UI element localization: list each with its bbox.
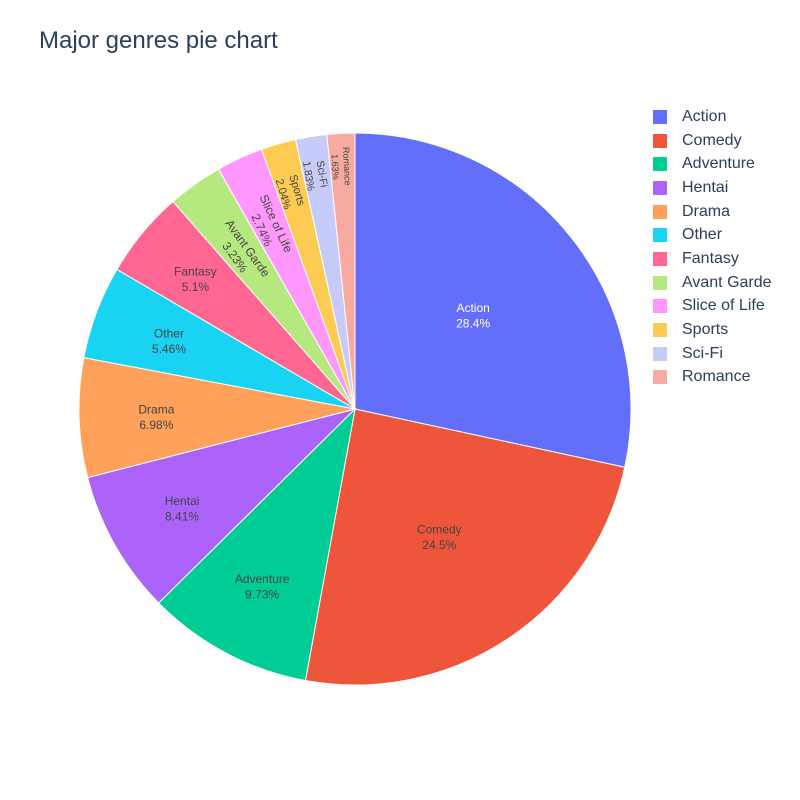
legend-label: Hentai (682, 178, 729, 196)
legend-item-slice-of-life[interactable]: Slice of Life (653, 295, 772, 319)
pie-label-drama: Drama 6.98% (138, 403, 174, 433)
pie-label-action: Action 28.4% (456, 301, 490, 331)
pie-label-sci-fi: Sci-Fi1.83% (300, 158, 330, 191)
legend-label: Avant Garde (682, 273, 772, 291)
legend-item-action[interactable]: Action (653, 105, 772, 129)
pie-label-hentai: Hentai 8.41% (165, 494, 200, 524)
legend-swatch (653, 299, 667, 314)
legend-item-other[interactable]: Other (653, 223, 772, 247)
legend-swatch (653, 323, 667, 338)
pie-label-other: Other 5.46% (152, 326, 186, 356)
legend-swatch (653, 180, 667, 195)
legend-item-romance[interactable]: Romance (653, 366, 772, 390)
legend-swatch (653, 133, 667, 148)
legend-item-drama[interactable]: Drama (653, 200, 772, 224)
legend-item-comedy[interactable]: Comedy (653, 129, 772, 153)
pie-slice-hentai[interactable] (87, 408, 357, 604)
pie-slices (78, 132, 632, 686)
pie-slice-drama[interactable] (78, 357, 356, 479)
pie-label-romance: Romance1.63% (329, 147, 353, 187)
legend-swatch (653, 370, 667, 385)
chart-title: Major genres pie chart (39, 27, 278, 54)
legend-swatch (653, 109, 667, 124)
legend-swatch (653, 275, 667, 290)
legend-swatch (653, 157, 667, 172)
legend-item-sports[interactable]: Sports (653, 318, 772, 342)
legend-swatch (653, 346, 667, 361)
legend-item-avant-garde[interactable]: Avant Garde (653, 271, 772, 295)
pie-slice-action[interactable] (354, 132, 632, 468)
legend-label: Other (682, 226, 723, 244)
legend-item-adventure[interactable]: Adventure (653, 152, 772, 176)
pie-slice-romance[interactable] (326, 132, 356, 410)
legend-swatch (653, 204, 667, 219)
legend-label: Comedy (682, 131, 742, 149)
legend-item-hentai[interactable]: Hentai (653, 176, 772, 200)
legend-label: Romance (682, 368, 751, 386)
pie-slice-adventure[interactable] (157, 407, 356, 682)
legend-label: Action (682, 107, 727, 125)
legend-swatch (653, 251, 667, 266)
legend-item-sci-fi[interactable]: Sci-Fi (653, 342, 772, 366)
legend-label: Sci-Fi (682, 344, 723, 362)
pie-label-adventure: Adventure 9.73% (235, 572, 290, 602)
pie-label-comedy: Comedy 24.5% (417, 522, 462, 552)
legend-item-fantasy[interactable]: Fantasy (653, 247, 772, 271)
legend-label: Slice of Life (682, 297, 765, 315)
legend-label: Drama (682, 202, 731, 220)
pie-slice-comedy[interactable] (304, 408, 626, 686)
legend-label: Sports (682, 321, 729, 339)
legend-label: Fantasy (682, 249, 739, 267)
legend-label: Adventure (682, 155, 755, 173)
legend-swatch (653, 228, 667, 243)
pie-label-fantasy: Fantasy 5.1% (174, 264, 217, 294)
legend: Action Comedy Adventure Hentai Drama Other Fan… (653, 105, 772, 389)
